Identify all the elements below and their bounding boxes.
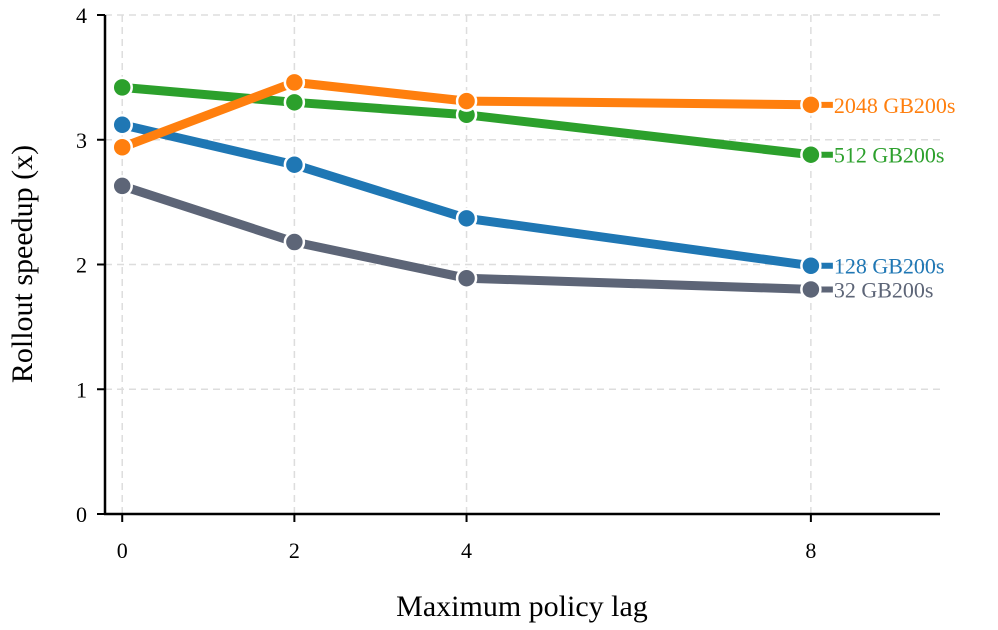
series-line <box>121 82 812 160</box>
x-tick-label: 8 <box>805 538 816 563</box>
y-tick-label: 1 <box>76 377 87 402</box>
data-point <box>111 136 133 158</box>
y-tick-label: 2 <box>76 253 87 278</box>
y-tick-label: 0 <box>76 502 87 527</box>
data-point <box>111 114 133 136</box>
data-point <box>800 94 822 116</box>
axes <box>97 14 940 522</box>
data-point <box>111 76 133 99</box>
tick-labels: 0 1 2 3 4 0 2 4 8 <box>76 3 816 563</box>
series-label: 2048 GB200s <box>834 93 956 118</box>
data-point <box>283 231 306 253</box>
data-point <box>800 143 822 166</box>
data-point <box>455 90 478 112</box>
data-point <box>283 153 306 176</box>
y-tick-label: 3 <box>76 128 87 153</box>
series-line <box>120 181 812 294</box>
series-label: 128 GB200s <box>834 254 945 279</box>
data-point <box>111 175 133 197</box>
y-tick-label: 4 <box>76 3 87 28</box>
series-line <box>120 77 811 152</box>
x-tick-label: 0 <box>117 538 128 563</box>
data-point <box>455 267 478 289</box>
data-point <box>455 207 478 230</box>
data-point <box>283 91 306 114</box>
y-axis-title: Rollout speedup (x) <box>6 145 39 383</box>
series-3: 2048 GB200s <box>111 71 956 158</box>
x-axis-title: Maximum policy lag <box>396 590 648 623</box>
data-point <box>283 71 306 94</box>
data-point <box>800 254 822 277</box>
series-line <box>121 120 812 271</box>
x-tick-label: 4 <box>461 538 472 563</box>
series-0: 32 GB200s <box>111 175 934 302</box>
series-label: 512 GB200s <box>834 143 945 168</box>
data-point <box>800 278 822 301</box>
x-tick-label: 2 <box>289 538 300 563</box>
series-2: 512 GB200s <box>111 76 945 168</box>
series-1: 128 GB200s <box>111 114 945 279</box>
series-label: 32 GB200s <box>834 277 934 302</box>
